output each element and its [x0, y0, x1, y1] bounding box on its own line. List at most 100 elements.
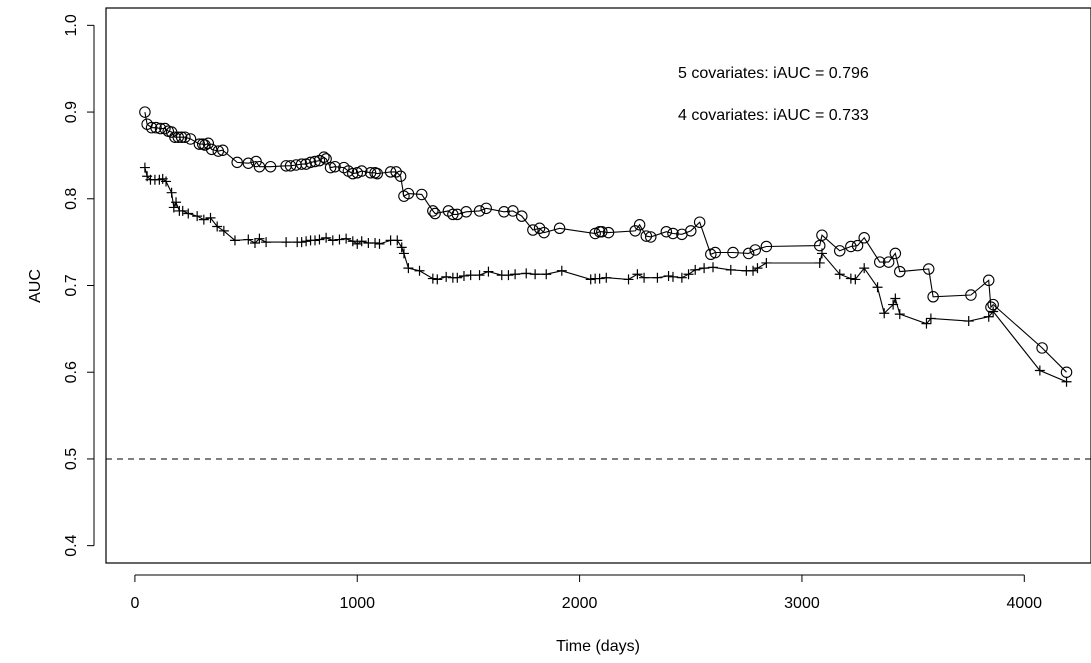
data-point-circle	[982, 274, 995, 287]
data-point-circle	[742, 247, 755, 260]
data-point-circle	[596, 225, 608, 238]
data-point-plus	[243, 234, 254, 245]
data-point-circle	[480, 202, 492, 215]
data-point-circle	[284, 160, 297, 172]
data-point-plus	[327, 235, 338, 246]
data-point-circle	[894, 265, 906, 278]
data-point-plus	[521, 268, 532, 279]
data-point-plus	[983, 311, 994, 322]
data-point-circle	[355, 165, 368, 177]
y-tick-label: 1.0	[63, 14, 80, 36]
data-point-circle	[660, 225, 673, 238]
data-point-circle	[172, 131, 185, 143]
data-point-plus	[483, 266, 494, 277]
data-point-circle	[427, 205, 439, 217]
data-point-plus	[183, 208, 194, 219]
data-point-circle	[538, 226, 550, 239]
data-point-plus	[676, 272, 687, 283]
data-point-circle	[760, 240, 773, 253]
data-point-plus	[139, 162, 150, 173]
data-point-circle	[415, 188, 428, 201]
data-point-plus	[888, 299, 899, 310]
data-point-circle	[242, 157, 255, 169]
data-point-circle	[874, 256, 886, 268]
x-axis-label: Time (days)	[556, 638, 640, 655]
data-point-circle	[985, 301, 997, 313]
x-tick-label: 4000	[1006, 595, 1042, 612]
data-point-circle	[202, 137, 215, 150]
data-point-circle	[858, 232, 870, 244]
data-point-plus	[341, 233, 352, 244]
data-point-plus	[314, 234, 325, 245]
data-point-circle	[371, 167, 384, 180]
data-point-plus	[623, 274, 634, 285]
data-point-plus	[168, 202, 179, 213]
data-point-plus	[894, 309, 905, 320]
data-point-plus	[212, 221, 223, 232]
y-tick-label: 0.7	[63, 274, 80, 296]
data-point-circle	[264, 160, 277, 173]
data-point-plus	[667, 271, 678, 282]
data-point-circle	[154, 122, 167, 135]
data-point-plus	[1034, 365, 1045, 376]
data-point-circle	[1060, 366, 1073, 378]
data-point-circle	[402, 187, 415, 200]
data-point-plus	[161, 176, 172, 187]
data-point-plus	[988, 306, 999, 317]
data-point-plus	[632, 269, 643, 280]
data-point-plus	[834, 269, 845, 280]
data-point-plus	[601, 272, 612, 283]
data-point-circle	[851, 239, 864, 252]
data-point-circle	[709, 246, 721, 259]
data-point-plus	[198, 214, 209, 225]
data-point-plus	[683, 269, 694, 280]
data-point-plus	[872, 282, 883, 293]
data-point-circle	[253, 160, 266, 173]
data-point-circle	[304, 156, 317, 169]
data-point-plus	[879, 308, 890, 319]
data-point-circle	[205, 143, 218, 156]
x-tick-label: 1000	[339, 595, 375, 612]
data-point-circle	[927, 291, 939, 303]
data-point-plus	[452, 272, 463, 283]
data-point-circle	[965, 289, 977, 301]
x-tick-label: 0	[130, 595, 139, 612]
data-point-circle	[212, 145, 225, 157]
data-point-circle	[629, 225, 641, 237]
data-point-plus	[166, 187, 177, 198]
y-tick-label: 0.4	[63, 534, 80, 556]
data-point-circle	[473, 205, 486, 217]
data-point-circle	[816, 229, 828, 241]
data-point-circle	[882, 256, 895, 268]
data-point-plus	[352, 238, 363, 249]
data-point-circle	[329, 160, 341, 173]
y-axis-label: AUC	[27, 269, 44, 303]
data-point-circle	[324, 161, 337, 174]
data-point-plus	[374, 238, 385, 249]
data-point-plus	[432, 274, 443, 285]
data-point-plus	[850, 274, 861, 285]
data-point-circle	[498, 206, 510, 218]
data-point-plus	[218, 225, 229, 236]
x-tick-label: 2000	[562, 595, 598, 612]
data-point-circle	[429, 207, 441, 220]
data-point-plus	[503, 270, 514, 281]
data-point-plus	[530, 269, 541, 280]
data-point-plus	[321, 232, 332, 243]
data-point-circle	[727, 246, 739, 259]
data-point-circle	[318, 151, 330, 163]
data-point-circle	[139, 106, 151, 118]
data-point-circle	[533, 222, 546, 235]
data-point-circle	[460, 206, 472, 218]
data-point-circle	[447, 208, 459, 221]
data-point-plus	[541, 269, 552, 280]
data-point-plus	[752, 263, 763, 274]
data-point-circle	[231, 156, 243, 169]
data-point-plus	[281, 237, 292, 248]
data-point-circle	[749, 244, 762, 256]
data-point-circle	[175, 131, 188, 143]
data-point-plus	[845, 273, 856, 284]
data-point-circle	[553, 222, 566, 235]
data-point-circle	[1036, 342, 1048, 354]
data-point-circle	[347, 167, 359, 180]
